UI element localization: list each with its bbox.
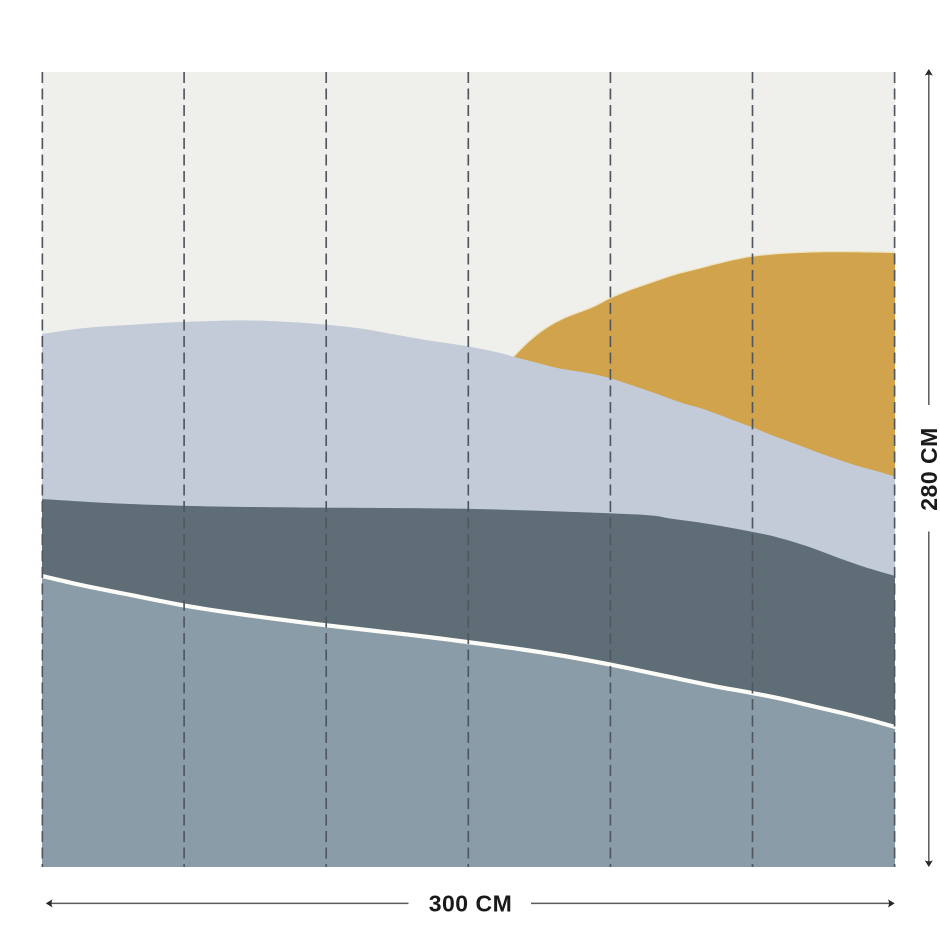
svg-text:280 CM: 280 CM: [916, 427, 940, 511]
svg-text:300 CM: 300 CM: [429, 891, 513, 917]
